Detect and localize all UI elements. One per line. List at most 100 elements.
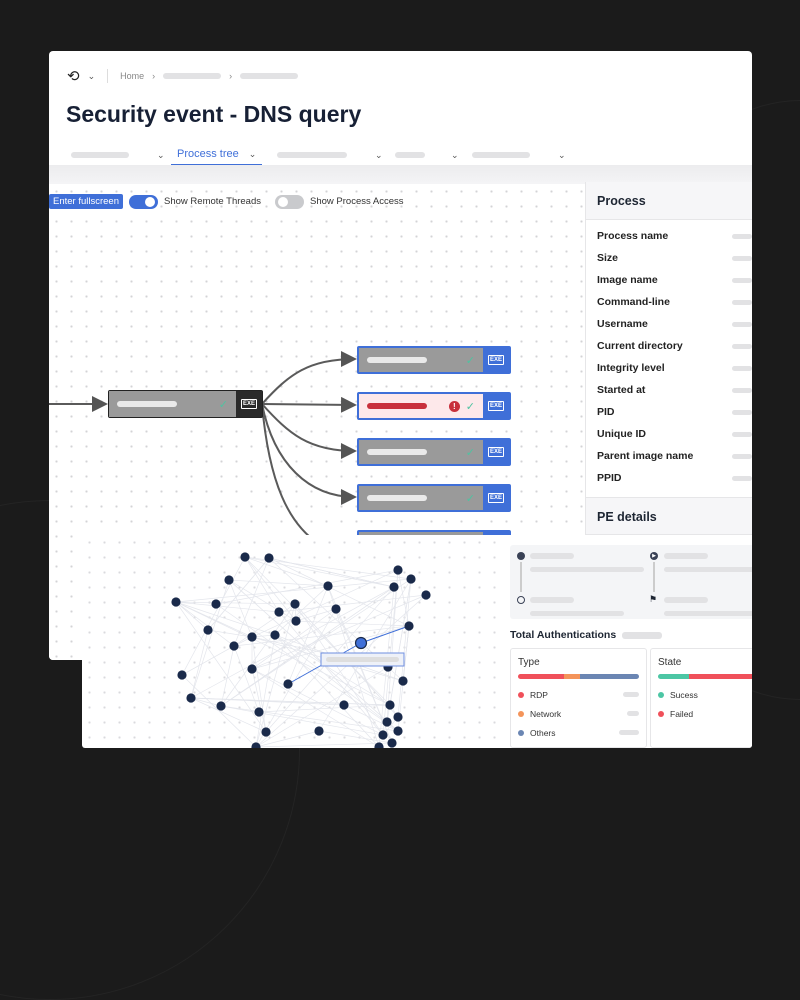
graph-edge <box>207 629 253 638</box>
process-field-row: PID <box>586 401 752 423</box>
graph-node[interactable] <box>186 693 196 703</box>
network-graph[interactable] <box>82 535 500 748</box>
graph-node[interactable] <box>247 632 257 642</box>
graph-edge <box>181 556 246 676</box>
graph-node[interactable] <box>393 565 403 575</box>
graph-edge <box>251 569 399 638</box>
graph-edge <box>295 620 410 627</box>
graph-node[interactable] <box>274 607 284 617</box>
auth-title: Total Authentications <box>510 629 617 641</box>
graph-node[interactable] <box>211 599 221 609</box>
graph-node[interactable] <box>251 742 261 748</box>
tab-process-tree[interactable]: Process tree ⌄ <box>171 144 263 166</box>
graph-node[interactable] <box>291 616 301 626</box>
graph-node[interactable] <box>378 730 388 740</box>
graph-node[interactable] <box>385 700 395 710</box>
field-label: Integrity level <box>597 362 665 374</box>
graph-node[interactable] <box>216 701 226 711</box>
graph-node[interactable] <box>393 712 403 722</box>
graph-node[interactable] <box>229 641 239 651</box>
graph-node[interactable] <box>203 625 213 635</box>
graph-node[interactable] <box>224 575 234 585</box>
graph-edge <box>255 603 296 748</box>
check-icon: ✓ <box>218 398 228 411</box>
graph-node[interactable] <box>283 679 293 689</box>
graph-node[interactable] <box>177 670 187 680</box>
process-node-child-alert[interactable]: ! ✓ EXE <box>357 392 511 420</box>
graph-node[interactable] <box>398 676 408 686</box>
graph-node[interactable] <box>264 553 274 563</box>
pe-details-title[interactable]: PE details <box>586 497 752 535</box>
graph-node[interactable] <box>290 599 300 609</box>
graph-edge <box>228 579 399 732</box>
graph-node[interactable] <box>270 630 280 640</box>
graph-edge <box>251 668 384 736</box>
field-value <box>732 365 752 371</box>
history-icon[interactable]: ⟲ <box>67 68 80 85</box>
field-label: Image name <box>597 274 658 286</box>
graph-node[interactable] <box>339 700 349 710</box>
graph-edge <box>233 625 410 647</box>
process-node-child[interactable]: ✓ EXE <box>357 484 511 512</box>
graph-node[interactable] <box>254 707 264 717</box>
graph-node-selected[interactable] <box>354 636 368 650</box>
process-node-child[interactable]: ✓ EXE <box>357 346 511 374</box>
chevron-down-icon[interactable]: ⌄ <box>87 70 96 81</box>
graph-node[interactable] <box>247 664 257 674</box>
graph-edge <box>181 674 257 748</box>
graph-node[interactable] <box>314 726 324 736</box>
graph-edge <box>220 586 395 707</box>
enter-fullscreen-button[interactable]: Enter fullscreen <box>49 194 124 209</box>
process-node-parent[interactable]: ✓ EXE <box>108 390 263 418</box>
process-access-toggle[interactable] <box>275 194 305 209</box>
tab-label: Process tree <box>177 148 239 160</box>
process-field-row: Username <box>586 313 752 335</box>
graph-edge <box>190 629 209 699</box>
start-icon <box>517 552 525 560</box>
field-value <box>732 233 752 239</box>
legend-failed: Failed <box>658 704 752 723</box>
graph-edge <box>215 569 399 605</box>
exe-file-icon: EXE <box>487 493 504 503</box>
tab-4[interactable]: ⌄ <box>395 144 459 166</box>
end-circle-icon <box>517 596 525 604</box>
graph-edge <box>278 594 427 613</box>
tab-3[interactable]: ⌄ <box>277 144 383 166</box>
field-value <box>732 453 752 459</box>
graph-node[interactable] <box>240 552 250 562</box>
graph-node[interactable] <box>393 726 403 736</box>
field-label: PID <box>597 406 615 418</box>
graph-node[interactable] <box>171 597 181 607</box>
graph-node[interactable] <box>323 581 333 591</box>
breadcrumb-item[interactable] <box>240 73 299 79</box>
process-node-child[interactable]: ✓ EXE <box>357 438 511 466</box>
legend-rdp: RDP <box>518 685 639 704</box>
graph-node[interactable] <box>387 738 397 748</box>
graph-node[interactable] <box>404 621 414 631</box>
tree-edges <box>49 351 357 545</box>
tab-5[interactable]: ⌄ <box>472 144 566 166</box>
graph-node[interactable] <box>421 590 431 600</box>
graph-node[interactable] <box>261 727 271 737</box>
state-title: State <box>658 657 682 668</box>
tab-1[interactable]: ⌄ <box>71 144 165 166</box>
process-field-row: Parent image name <box>586 445 752 467</box>
graph-node[interactable] <box>374 742 384 748</box>
graph-node[interactable] <box>389 582 399 592</box>
process-field-row: Unique ID <box>586 423 752 445</box>
breadcrumb-home[interactable]: Home <box>120 71 145 81</box>
remote-threads-toggle[interactable] <box>129 194 159 209</box>
breadcrumb-item[interactable] <box>163 73 222 79</box>
play-icon: ▶ <box>650 552 658 560</box>
timeline: ▶ ⚑ <box>510 545 752 619</box>
graph-edge <box>255 608 337 748</box>
graph-edge <box>274 634 399 732</box>
graph-node[interactable] <box>406 574 416 584</box>
graph-edge <box>258 704 391 713</box>
graph-node[interactable] <box>331 604 341 614</box>
graph-node[interactable] <box>382 717 392 727</box>
check-icon: ✓ <box>465 354 475 367</box>
graph-edge <box>343 704 399 732</box>
graph-edge <box>274 634 380 748</box>
chevron-down-icon: ⌄ <box>451 149 459 160</box>
